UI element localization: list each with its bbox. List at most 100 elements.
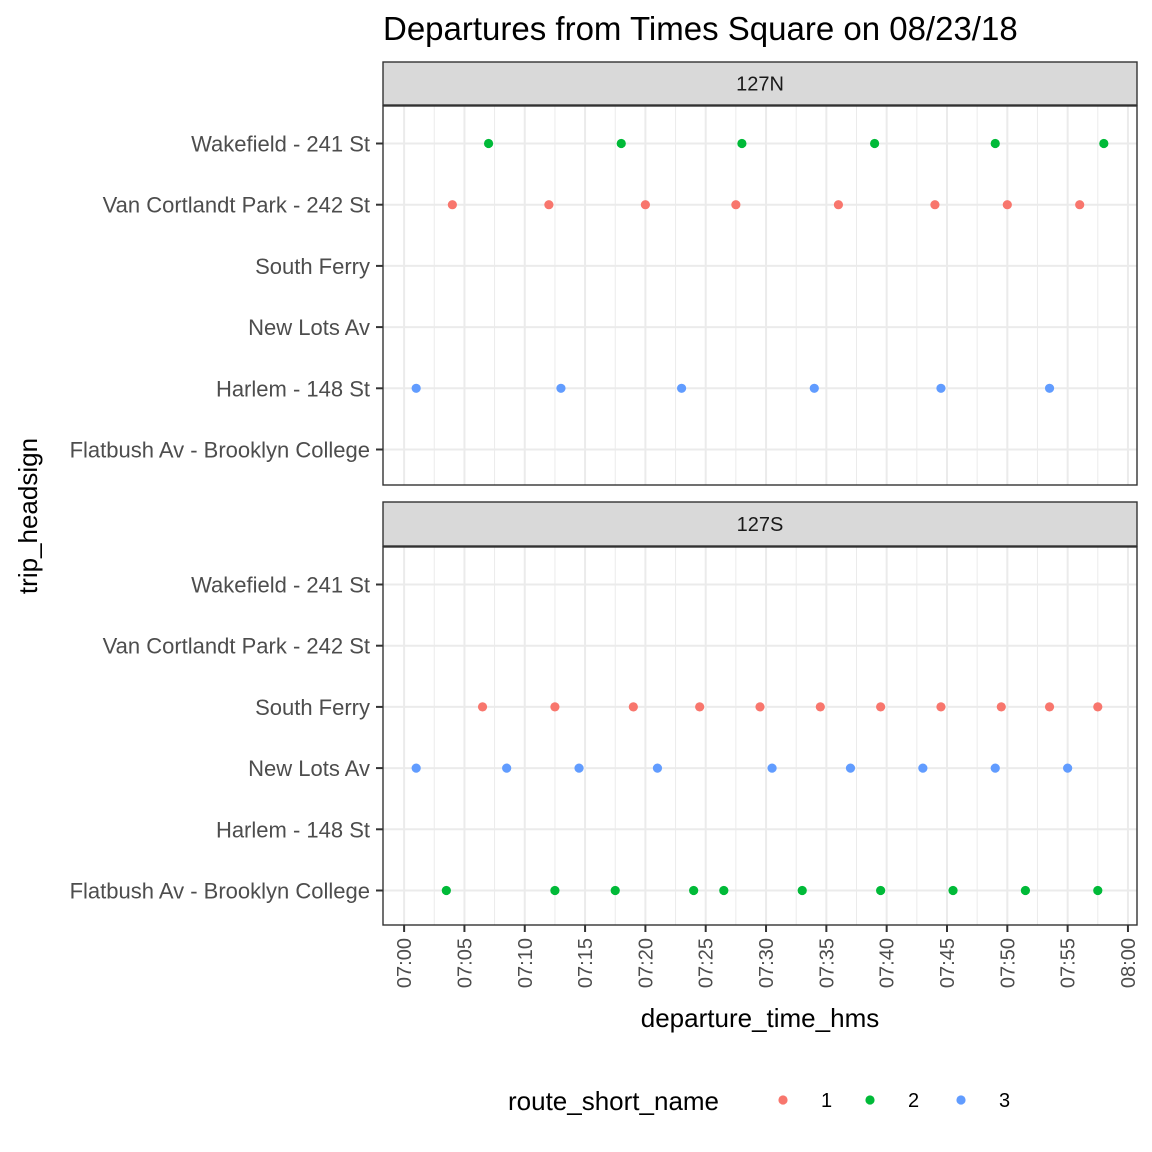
data-point-route-2 <box>616 138 626 149</box>
y-tick-label: Van Cortlandt Park - 242 St <box>103 634 370 659</box>
data-point-route-1 <box>1093 702 1103 712</box>
data-point-route-2 <box>948 885 958 896</box>
y-tick-label: Wakefield - 241 St <box>191 132 370 157</box>
x-tick-label: 07:35 <box>816 938 838 988</box>
data-point-route-3 <box>1044 383 1055 393</box>
legend-items: 1 2 3 <box>778 1090 1010 1112</box>
data-point-route-1 <box>544 200 554 210</box>
legend-label: 3 <box>999 1090 1010 1112</box>
data-point-route-3 <box>845 763 856 773</box>
data-point-route-1 <box>550 702 560 712</box>
x-tick-label: 07:10 <box>515 938 537 988</box>
facet-strip <box>382 501 1138 547</box>
data-point-route-3 <box>918 763 928 773</box>
data-point-route-2 <box>737 138 747 149</box>
panel-border <box>382 105 1138 486</box>
x-tick-label: 07:55 <box>1058 938 1080 988</box>
data-point-route-2 <box>1093 885 1103 896</box>
x-tick-label: 07:40 <box>877 938 899 988</box>
x-tick-label: 07:45 <box>937 938 959 988</box>
facet-panel-127N: Wakefield - 241 St Van Cortlandt Park - 2… <box>70 61 1138 486</box>
data-point-route-1 <box>1075 200 1085 210</box>
data-point-route-3 <box>556 383 566 393</box>
data-point-route-2 <box>483 138 494 149</box>
data-point-route-3 <box>1063 763 1073 773</box>
data-point-route-2 <box>550 885 560 896</box>
legend-title: route_short_name <box>508 1086 719 1116</box>
y-tick-label: Van Cortlandt Park - 242 St <box>103 193 370 218</box>
data-point-route-1 <box>640 200 650 210</box>
data-point-route-3 <box>936 383 946 393</box>
data-point-route-3 <box>809 383 819 393</box>
legend-item-1: 1 <box>778 1090 832 1112</box>
y-tick-label: Harlem - 148 St <box>216 817 370 842</box>
legend-item-3: 3 <box>956 1090 1010 1112</box>
x-tick-label: 07:50 <box>997 938 1019 988</box>
data-point-route-3 <box>990 763 1000 773</box>
x-axis-title: departure_time_hms <box>641 1003 879 1033</box>
data-point-route-2 <box>797 885 807 896</box>
y-axis-title: trip_headsign <box>13 438 43 594</box>
data-point-route-2 <box>870 138 880 149</box>
facet-panels: Wakefield - 241 St Van Cortlandt Park - 2… <box>70 61 1138 926</box>
y-tick-label: Flatbush Av - Brooklyn College <box>70 438 370 463</box>
y-tick-label: South Ferry <box>255 254 370 279</box>
facet-panel-127S: Wakefield - 241 St Van Cortlandt Park - 2… <box>70 501 1138 926</box>
legend-item-2: 2 <box>865 1090 919 1112</box>
data-point-route-1 <box>815 702 825 712</box>
x-tick-label: 07:00 <box>394 938 416 988</box>
y-tick-label: Wakefield - 241 St <box>191 573 370 598</box>
x-tick-label: 07:30 <box>756 938 778 988</box>
data-point-route-1 <box>1002 200 1012 210</box>
data-point-route-1 <box>731 200 741 210</box>
data-point-route-2 <box>876 885 886 896</box>
y-tick-label: Flatbush Av - Brooklyn College <box>70 879 370 904</box>
x-tick-label: 08:00 <box>1118 938 1140 988</box>
y-tick-label: Harlem - 148 St <box>216 376 370 401</box>
y-tick-label: South Ferry <box>255 695 370 720</box>
y-tick-label: New Lots Av <box>248 756 370 781</box>
facet-strip-label: 127S <box>737 514 784 536</box>
chart-title: Departures from Times Square on 08/23/18 <box>383 10 1018 47</box>
data-point-route-3 <box>767 763 777 773</box>
x-tick-label: 07:05 <box>454 938 476 988</box>
data-point-route-1 <box>936 702 946 712</box>
data-point-route-1 <box>447 200 457 210</box>
y-tick-label: New Lots Av <box>248 315 370 340</box>
data-point-route-1 <box>996 702 1006 712</box>
legend-key-dot <box>778 1095 788 1105</box>
data-point-route-2 <box>990 138 1000 149</box>
data-point-route-1 <box>1044 702 1055 712</box>
data-point-route-1 <box>477 702 488 712</box>
x-tick-label: 07:20 <box>635 938 657 988</box>
data-point-route-1 <box>930 200 940 210</box>
data-point-route-3 <box>502 763 512 773</box>
data-point-route-3 <box>411 763 421 773</box>
panel-background <box>383 547 1137 925</box>
data-point-route-3 <box>574 763 584 773</box>
facet-strip <box>382 61 1138 106</box>
legend-key-dot <box>956 1095 966 1105</box>
data-point-route-2 <box>1099 138 1109 149</box>
data-point-route-2 <box>1020 885 1031 896</box>
data-point-route-1 <box>695 702 705 712</box>
data-point-route-1 <box>755 702 765 712</box>
data-point-route-2 <box>441 885 451 896</box>
data-point-route-1 <box>833 200 844 210</box>
data-point-route-2 <box>719 885 729 896</box>
x-axis: 07:00 07:05 07:10 07:15 07:20 07:25 07:30 07:35… <box>394 925 1140 988</box>
panel-background <box>383 106 1137 485</box>
facet-strip-label: 127N <box>736 74 784 96</box>
data-point-route-1 <box>876 702 886 712</box>
data-point-route-3 <box>411 383 421 393</box>
legend-key-dot <box>865 1095 875 1105</box>
data-point-route-3 <box>676 383 687 393</box>
x-tick-label: 07:15 <box>575 938 597 988</box>
data-point-route-3 <box>652 763 663 773</box>
legend-label: 1 <box>821 1090 832 1112</box>
x-tick-label: 07:25 <box>696 938 718 988</box>
data-point-route-2 <box>689 885 699 896</box>
data-point-route-1 <box>628 702 638 712</box>
legend-label: 2 <box>908 1090 919 1112</box>
